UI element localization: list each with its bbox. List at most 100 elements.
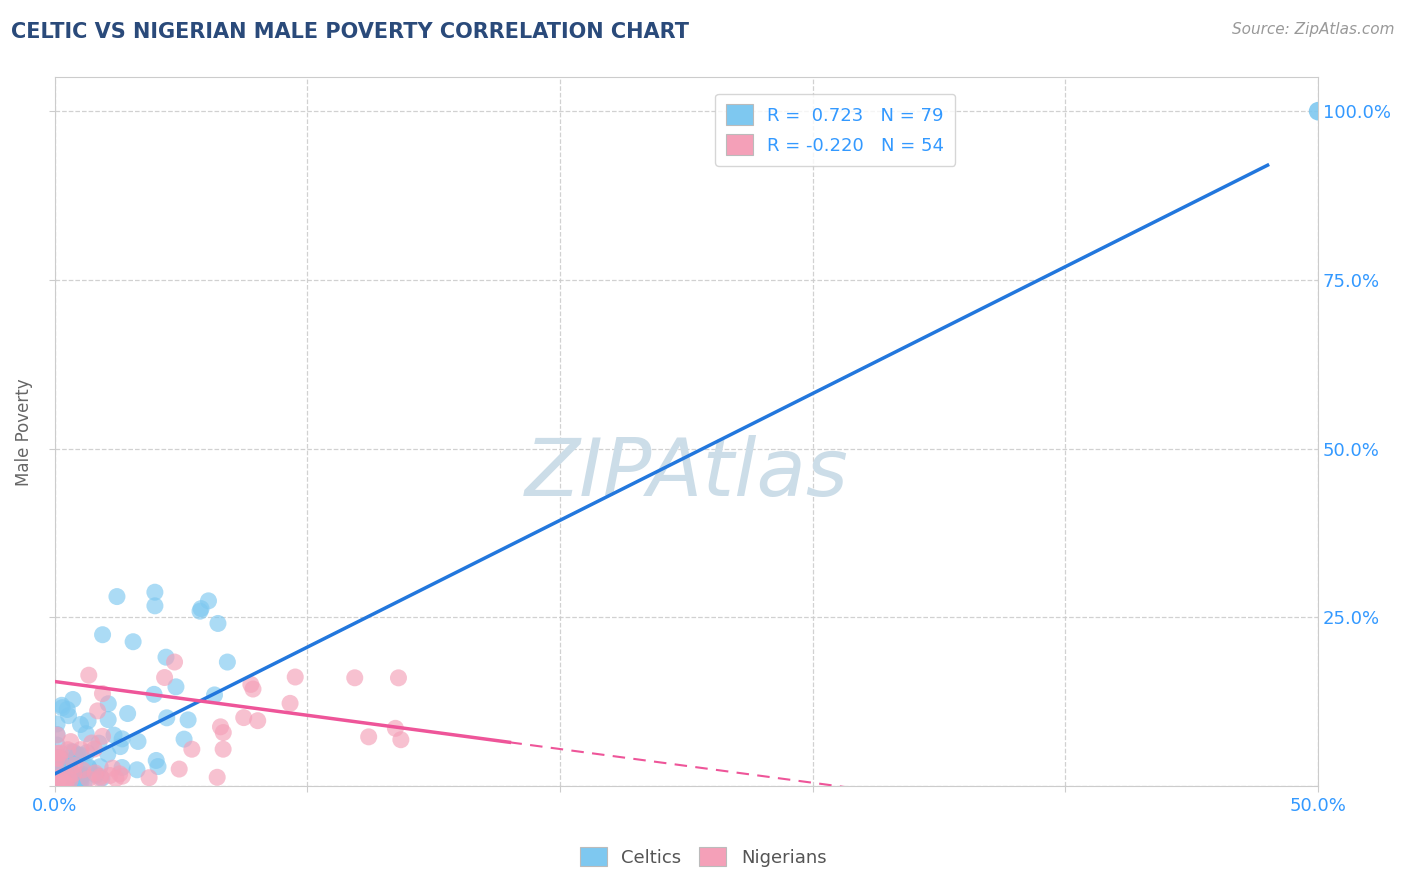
Point bbox=[111, 731, 134, 746]
Point bbox=[46, 738, 69, 752]
Point bbox=[46, 774, 69, 789]
Point bbox=[66, 747, 89, 762]
Point bbox=[143, 585, 166, 599]
Point bbox=[143, 687, 166, 701]
Point bbox=[105, 590, 128, 604]
Point bbox=[69, 771, 91, 785]
Point bbox=[51, 698, 73, 713]
Point bbox=[48, 771, 70, 785]
Point bbox=[49, 753, 72, 767]
Point bbox=[46, 756, 69, 770]
Point bbox=[212, 742, 235, 756]
Point bbox=[125, 763, 148, 777]
Point bbox=[117, 706, 139, 721]
Point bbox=[89, 769, 111, 783]
Point bbox=[180, 742, 202, 756]
Point bbox=[86, 704, 108, 718]
Point bbox=[165, 680, 187, 694]
Point bbox=[62, 766, 84, 780]
Point bbox=[101, 761, 124, 775]
Point bbox=[70, 748, 93, 763]
Point bbox=[62, 745, 84, 759]
Point bbox=[387, 671, 409, 685]
Point bbox=[103, 728, 125, 742]
Point bbox=[48, 751, 70, 765]
Point bbox=[77, 759, 100, 773]
Point bbox=[389, 732, 412, 747]
Point bbox=[239, 677, 262, 691]
Point bbox=[62, 692, 84, 706]
Point bbox=[52, 774, 75, 789]
Point bbox=[76, 746, 98, 760]
Point bbox=[84, 766, 107, 780]
Point bbox=[51, 752, 73, 766]
Point bbox=[173, 732, 195, 747]
Point bbox=[59, 773, 82, 788]
Point bbox=[278, 697, 301, 711]
Point bbox=[59, 761, 82, 775]
Point bbox=[46, 717, 69, 731]
Point bbox=[110, 739, 132, 754]
Point bbox=[70, 775, 93, 789]
Point bbox=[90, 772, 112, 786]
Point bbox=[80, 736, 103, 750]
Point bbox=[49, 746, 72, 760]
Point bbox=[51, 700, 73, 714]
Point bbox=[143, 599, 166, 613]
Point bbox=[65, 750, 87, 764]
Text: Source: ZipAtlas.com: Source: ZipAtlas.com bbox=[1232, 22, 1395, 37]
Point bbox=[153, 671, 176, 685]
Point bbox=[72, 763, 94, 777]
Point bbox=[205, 770, 228, 784]
Point bbox=[246, 714, 269, 728]
Point bbox=[155, 650, 177, 665]
Point bbox=[56, 743, 79, 757]
Point bbox=[156, 711, 179, 725]
Point bbox=[232, 711, 254, 725]
Point bbox=[46, 750, 69, 764]
Point bbox=[59, 776, 82, 790]
Text: CELTIC VS NIGERIAN MALE POVERTY CORRELATION CHART: CELTIC VS NIGERIAN MALE POVERTY CORRELAT… bbox=[11, 22, 689, 42]
Point bbox=[46, 762, 69, 776]
Point bbox=[77, 761, 100, 775]
Point bbox=[73, 776, 96, 790]
Point bbox=[91, 687, 114, 701]
Legend: R =  0.723   N = 79, R = -0.220   N = 54: R = 0.723 N = 79, R = -0.220 N = 54 bbox=[716, 94, 955, 166]
Point bbox=[46, 776, 69, 790]
Point bbox=[46, 751, 69, 765]
Point bbox=[48, 776, 70, 790]
Point bbox=[46, 728, 69, 742]
Point bbox=[65, 776, 87, 790]
Point bbox=[77, 714, 100, 728]
Point bbox=[77, 668, 100, 682]
Point bbox=[122, 634, 145, 648]
Point bbox=[48, 758, 70, 772]
Point bbox=[111, 760, 134, 774]
Point bbox=[58, 764, 80, 778]
Point bbox=[1308, 104, 1330, 119]
Point bbox=[58, 771, 80, 785]
Point bbox=[127, 734, 149, 748]
Point bbox=[75, 727, 97, 741]
Point bbox=[46, 764, 69, 778]
Point bbox=[56, 770, 79, 784]
Point bbox=[98, 768, 121, 782]
Point bbox=[204, 688, 226, 702]
Point bbox=[97, 697, 120, 711]
Point bbox=[190, 601, 212, 615]
Point bbox=[55, 777, 77, 791]
Point bbox=[89, 760, 111, 774]
Point bbox=[91, 628, 114, 642]
Point bbox=[384, 722, 406, 736]
Point bbox=[60, 745, 83, 759]
Point bbox=[72, 767, 94, 781]
Point bbox=[84, 768, 107, 782]
Point bbox=[343, 671, 366, 685]
Point bbox=[77, 772, 100, 786]
Point bbox=[108, 767, 131, 781]
Point bbox=[58, 708, 80, 723]
Point bbox=[357, 730, 380, 744]
Point bbox=[46, 727, 69, 741]
Point bbox=[177, 713, 200, 727]
Point bbox=[69, 717, 91, 731]
